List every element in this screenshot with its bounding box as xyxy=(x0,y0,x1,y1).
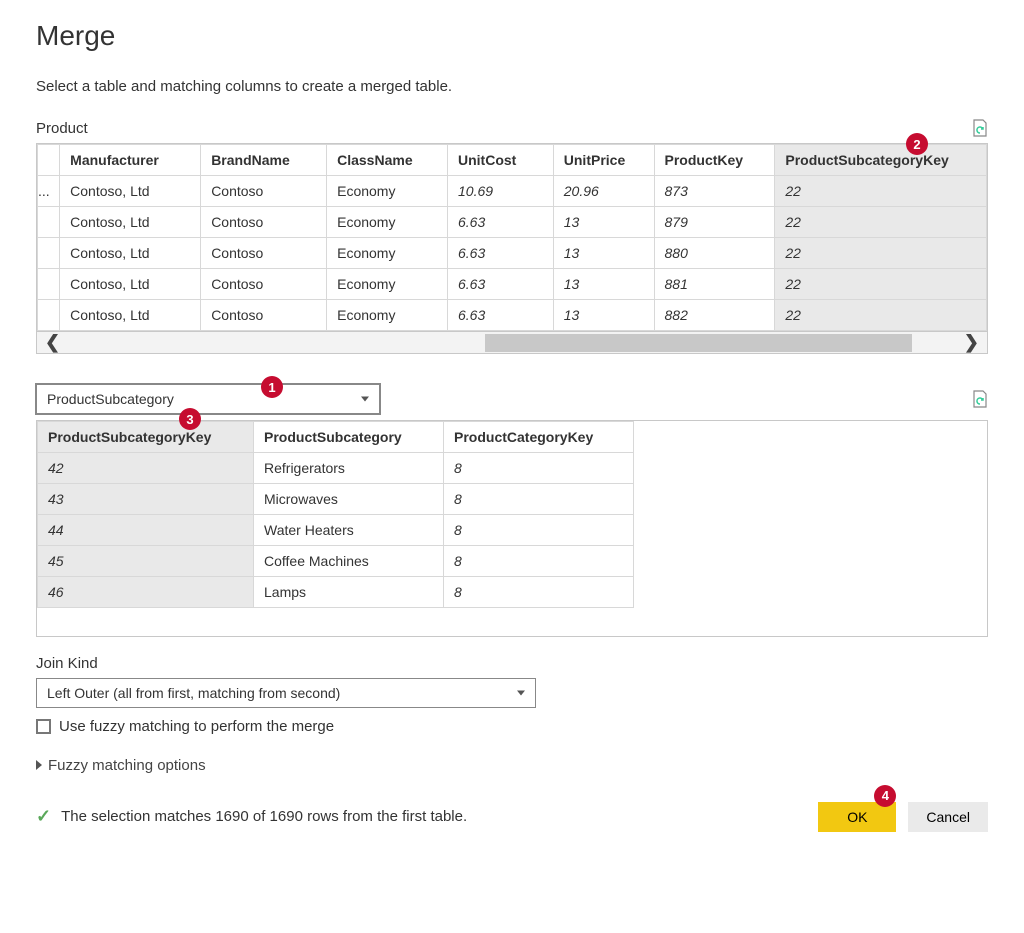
cell[interactable]: 6.63 xyxy=(448,300,554,331)
scrollbar-thumb[interactable] xyxy=(485,334,911,352)
subcategory-table[interactable]: ProductSubcategoryKeyProductSubcategoryP… xyxy=(36,420,988,637)
cell[interactable]: Coffee Machines xyxy=(254,546,444,577)
check-icon: ✓ xyxy=(36,806,51,827)
second-table-dropdown[interactable]: ProductSubcategory 1 3 xyxy=(36,384,380,414)
fuzzy-matching-checkbox[interactable] xyxy=(36,719,51,734)
cell[interactable]: 8 xyxy=(444,484,634,515)
cell[interactable]: Microwaves xyxy=(254,484,444,515)
fuzzy-matching-label: Use fuzzy matching to perform the merge xyxy=(59,718,334,735)
callout-badge-4: 4 xyxy=(874,785,896,807)
cell[interactable]: 22 xyxy=(775,269,987,300)
cell[interactable]: 879 xyxy=(654,207,775,238)
cell[interactable]: 6.63 xyxy=(448,238,554,269)
row-handle xyxy=(38,238,60,269)
column-header[interactable]: UnitCost xyxy=(448,145,554,176)
row-handle: ... xyxy=(38,176,60,207)
join-kind-value: Left Outer (all from first, matching fro… xyxy=(47,685,340,701)
column-header[interactable]: ProductSubcategoryKey xyxy=(775,145,987,176)
join-kind-label: Join Kind xyxy=(36,655,988,672)
cell[interactable]: 8 xyxy=(444,546,634,577)
row-handle xyxy=(38,300,60,331)
cell[interactable]: 20.96 xyxy=(553,176,654,207)
column-header[interactable]: ProductCategoryKey xyxy=(444,422,634,453)
cell[interactable]: 46 xyxy=(38,577,254,608)
cell[interactable]: Contoso xyxy=(201,207,327,238)
cell[interactable]: Contoso xyxy=(201,300,327,331)
cell[interactable]: 873 xyxy=(654,176,775,207)
scroll-left-icon[interactable]: ❮ xyxy=(45,332,60,353)
cell[interactable]: 6.63 xyxy=(448,207,554,238)
cell[interactable]: 22 xyxy=(775,207,987,238)
dialog-subtitle: Select a table and matching columns to c… xyxy=(36,78,988,95)
cell[interactable]: Contoso, Ltd xyxy=(60,300,201,331)
cell[interactable]: Contoso, Ltd xyxy=(60,207,201,238)
cell[interactable]: Lamps xyxy=(254,577,444,608)
cell[interactable]: 13 xyxy=(553,238,654,269)
product-table[interactable]: ManufacturerBrandNameClassNameUnitCostUn… xyxy=(36,143,988,332)
column-header[interactable]: UnitPrice xyxy=(553,145,654,176)
cell[interactable]: Water Heaters xyxy=(254,515,444,546)
cell[interactable]: 42 xyxy=(38,453,254,484)
cell[interactable]: 881 xyxy=(654,269,775,300)
second-table-dropdown-value: ProductSubcategory xyxy=(47,391,174,407)
product-table-scrollbar[interactable]: ❮ ❯ xyxy=(36,332,988,354)
cell[interactable]: Refrigerators xyxy=(254,453,444,484)
row-handle xyxy=(38,207,60,238)
row-handle xyxy=(38,269,60,300)
cell[interactable]: 13 xyxy=(553,269,654,300)
cell[interactable]: Economy xyxy=(327,269,448,300)
cell[interactable]: 22 xyxy=(775,300,987,331)
cell[interactable]: 8 xyxy=(444,515,634,546)
cell[interactable]: 13 xyxy=(553,207,654,238)
column-header[interactable]: BrandName xyxy=(201,145,327,176)
refresh-icon[interactable] xyxy=(972,390,988,408)
chevron-right-icon xyxy=(36,760,42,770)
cell[interactable]: 882 xyxy=(654,300,775,331)
cell[interactable]: 6.63 xyxy=(448,269,554,300)
column-header[interactable]: Manufacturer xyxy=(60,145,201,176)
cell[interactable]: 13 xyxy=(553,300,654,331)
match-status-text: The selection matches 1690 of 1690 rows … xyxy=(61,808,467,825)
cell[interactable]: Contoso xyxy=(201,238,327,269)
callout-badge-2: 2 xyxy=(906,133,928,155)
corner-cell xyxy=(38,145,60,176)
cell[interactable]: 44 xyxy=(38,515,254,546)
cell[interactable]: 8 xyxy=(444,453,634,484)
cell[interactable]: Contoso, Ltd xyxy=(60,238,201,269)
callout-badge-3: 3 xyxy=(179,408,201,430)
column-header[interactable]: ProductSubcategoryKey xyxy=(38,422,254,453)
cell[interactable]: Contoso xyxy=(201,269,327,300)
cell[interactable]: 22 xyxy=(775,238,987,269)
cell[interactable]: 45 xyxy=(38,546,254,577)
join-kind-dropdown[interactable]: Left Outer (all from first, matching fro… xyxy=(36,678,536,708)
cell[interactable]: 43 xyxy=(38,484,254,515)
fuzzy-options-label: Fuzzy matching options xyxy=(48,757,206,774)
refresh-icon[interactable]: 2 xyxy=(972,119,988,137)
cell[interactable]: Contoso, Ltd xyxy=(60,269,201,300)
dialog-title: Merge xyxy=(36,20,988,52)
callout-badge-1: 1 xyxy=(261,376,283,398)
cell[interactable]: 8 xyxy=(444,577,634,608)
column-header[interactable]: ClassName xyxy=(327,145,448,176)
fuzzy-options-disclosure[interactable]: Fuzzy matching options xyxy=(36,757,988,774)
cell[interactable]: 22 xyxy=(775,176,987,207)
cell[interactable]: 10.69 xyxy=(448,176,554,207)
scroll-right-icon[interactable]: ❯ xyxy=(964,332,979,353)
cell[interactable]: Economy xyxy=(327,300,448,331)
cell[interactable]: Economy xyxy=(327,176,448,207)
cell[interactable]: Contoso xyxy=(201,176,327,207)
table1-label: Product xyxy=(36,120,88,137)
cell[interactable]: Contoso, Ltd xyxy=(60,176,201,207)
cell[interactable]: Economy xyxy=(327,238,448,269)
cancel-button[interactable]: Cancel xyxy=(908,802,988,832)
cell[interactable]: 880 xyxy=(654,238,775,269)
column-header[interactable]: ProductSubcategory xyxy=(254,422,444,453)
cell[interactable]: Economy xyxy=(327,207,448,238)
column-header[interactable]: ProductKey xyxy=(654,145,775,176)
